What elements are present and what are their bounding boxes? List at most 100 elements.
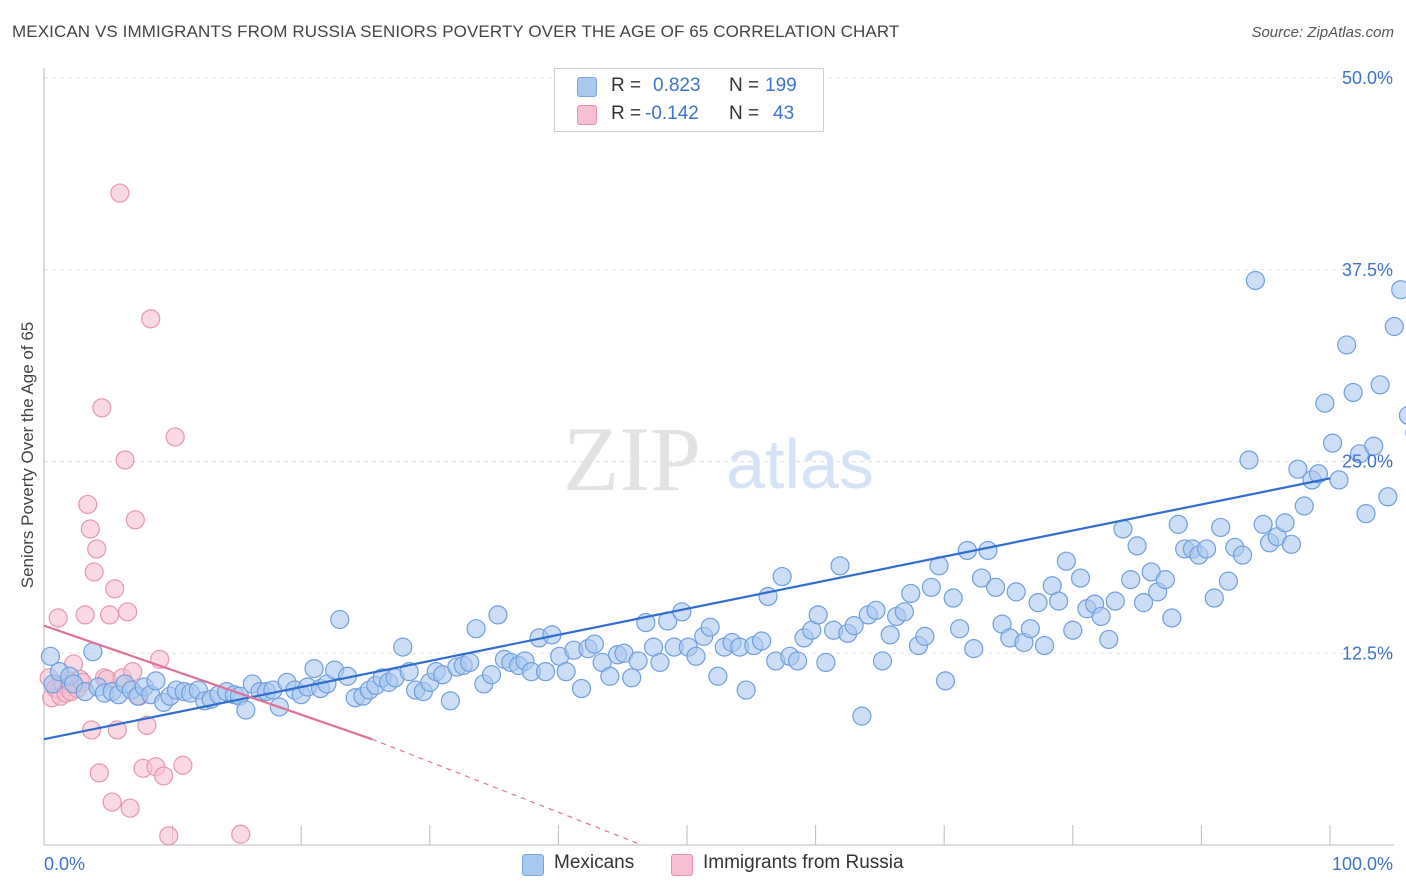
point-mexican <box>1211 517 1231 538</box>
point-russia <box>87 539 107 559</box>
point-mexican <box>1370 375 1390 395</box>
axes <box>43 68 1394 846</box>
point-mexican <box>40 646 61 666</box>
point-mexican <box>1391 280 1406 300</box>
trend-russia-extension <box>371 738 643 846</box>
point-mexican <box>1384 316 1404 337</box>
point-mexican <box>1196 539 1217 559</box>
point-mexican <box>1091 606 1111 627</box>
watermark-zip: ZIP <box>563 408 701 510</box>
point-mexican <box>1105 591 1125 611</box>
legend-swatch-mexicans <box>577 77 597 97</box>
point-mexican <box>1155 570 1175 590</box>
point-russia <box>165 427 185 447</box>
point-russia <box>120 798 140 818</box>
point-russia <box>89 763 109 783</box>
point-mexican <box>1020 619 1040 639</box>
point-mexican <box>921 577 941 597</box>
legend-row-mexicans: R = 0.823 N = 199 <box>555 73 823 99</box>
point-mexican <box>986 577 1006 597</box>
point-mexican <box>1218 571 1239 591</box>
point-mexican <box>894 602 914 622</box>
legend-r-label: R = <box>611 75 642 96</box>
point-mexican <box>1288 459 1308 479</box>
point-russia <box>115 450 135 470</box>
point-mexican <box>1322 433 1343 453</box>
point-russia <box>110 183 130 203</box>
point-mexican <box>1337 335 1357 355</box>
point-mexican <box>772 566 792 587</box>
point-mexican <box>1034 635 1055 656</box>
point-russia <box>173 755 193 775</box>
y-tick-label: 12.5% <box>1342 643 1393 663</box>
point-mexican <box>950 619 970 639</box>
legend-row-russia: R = -0.142 N = 43 <box>555 101 823 127</box>
bottom-legend-label-russia: Immigrants from Russia <box>703 852 904 873</box>
point-mexican <box>1308 464 1329 484</box>
legend-r-label: R = <box>611 103 642 124</box>
point-mexican <box>556 662 576 682</box>
point-mexican <box>600 666 620 686</box>
point-mexican <box>844 616 864 636</box>
point-russia <box>99 605 120 625</box>
point-mexican <box>830 556 850 576</box>
legend-swatch-russia <box>577 105 597 125</box>
bottom-legend: Mexicans Immigrants from Russia <box>0 852 1406 878</box>
x-tick-label: 0.0% <box>44 854 85 874</box>
point-russia <box>159 826 179 846</box>
point-mexican <box>964 639 984 659</box>
point-russia <box>125 510 145 530</box>
point-russia <box>137 715 157 735</box>
point-mexican <box>330 609 350 630</box>
point-mexican <box>872 651 893 671</box>
point-mexican <box>1281 534 1302 554</box>
point-mexican <box>1162 608 1182 628</box>
point-mexican <box>1063 620 1083 640</box>
point-mexican <box>236 700 256 720</box>
point-mexican <box>971 568 992 588</box>
point-mexican <box>751 631 772 651</box>
point-mexican <box>1315 393 1335 413</box>
point-russia <box>105 579 125 599</box>
point-mexican <box>816 652 836 673</box>
point-mexican <box>1028 593 1048 613</box>
point-mexican <box>1056 551 1076 571</box>
watermark: ZIP atlas <box>563 408 874 510</box>
bottom-legend-label-mexicans: Mexicans <box>554 852 635 873</box>
point-mexican <box>1343 382 1363 403</box>
point-mexican <box>628 651 648 671</box>
point-russia <box>231 824 251 844</box>
grid-lines <box>44 77 1394 654</box>
bottom-legend-swatch-russia <box>671 854 693 876</box>
y-tick-label: 37.5% <box>1342 260 1393 280</box>
point-mexican <box>1099 629 1119 650</box>
point-mexican <box>1329 470 1349 490</box>
point-russia <box>141 309 161 329</box>
point-mexican <box>1364 436 1384 456</box>
point-mexican <box>1232 545 1253 565</box>
point-mexican <box>700 617 720 637</box>
point-mexican <box>1049 591 1069 611</box>
legend-r-value: -0.142 <box>645 103 699 124</box>
point-mexican <box>488 605 508 625</box>
point-mexican <box>880 625 900 645</box>
chart-title: MEXICAN VS IMMIGRANTS FROM RUSSIA SENIOR… <box>12 22 900 41</box>
trend-mexicans <box>43 477 1331 741</box>
point-mexican <box>393 637 413 657</box>
trend-lines <box>43 477 1331 846</box>
legend-n-value: 199 <box>765 75 797 96</box>
legend-n-label: N = <box>729 75 760 96</box>
point-mexican <box>852 706 872 726</box>
point-russia <box>92 398 112 418</box>
legend-n-value: 43 <box>773 103 795 124</box>
point-mexican <box>1168 514 1188 534</box>
point-mexican <box>622 668 642 688</box>
point-mexican <box>915 626 935 646</box>
series-russia <box>39 183 251 846</box>
point-russia <box>84 562 104 582</box>
tick-labels: 12.5% 25.0% 37.5% 50.0% 0.0% 100.0% <box>44 68 1393 874</box>
point-mexican <box>943 588 963 608</box>
point-mexican <box>460 652 480 673</box>
point-russia <box>102 792 122 812</box>
